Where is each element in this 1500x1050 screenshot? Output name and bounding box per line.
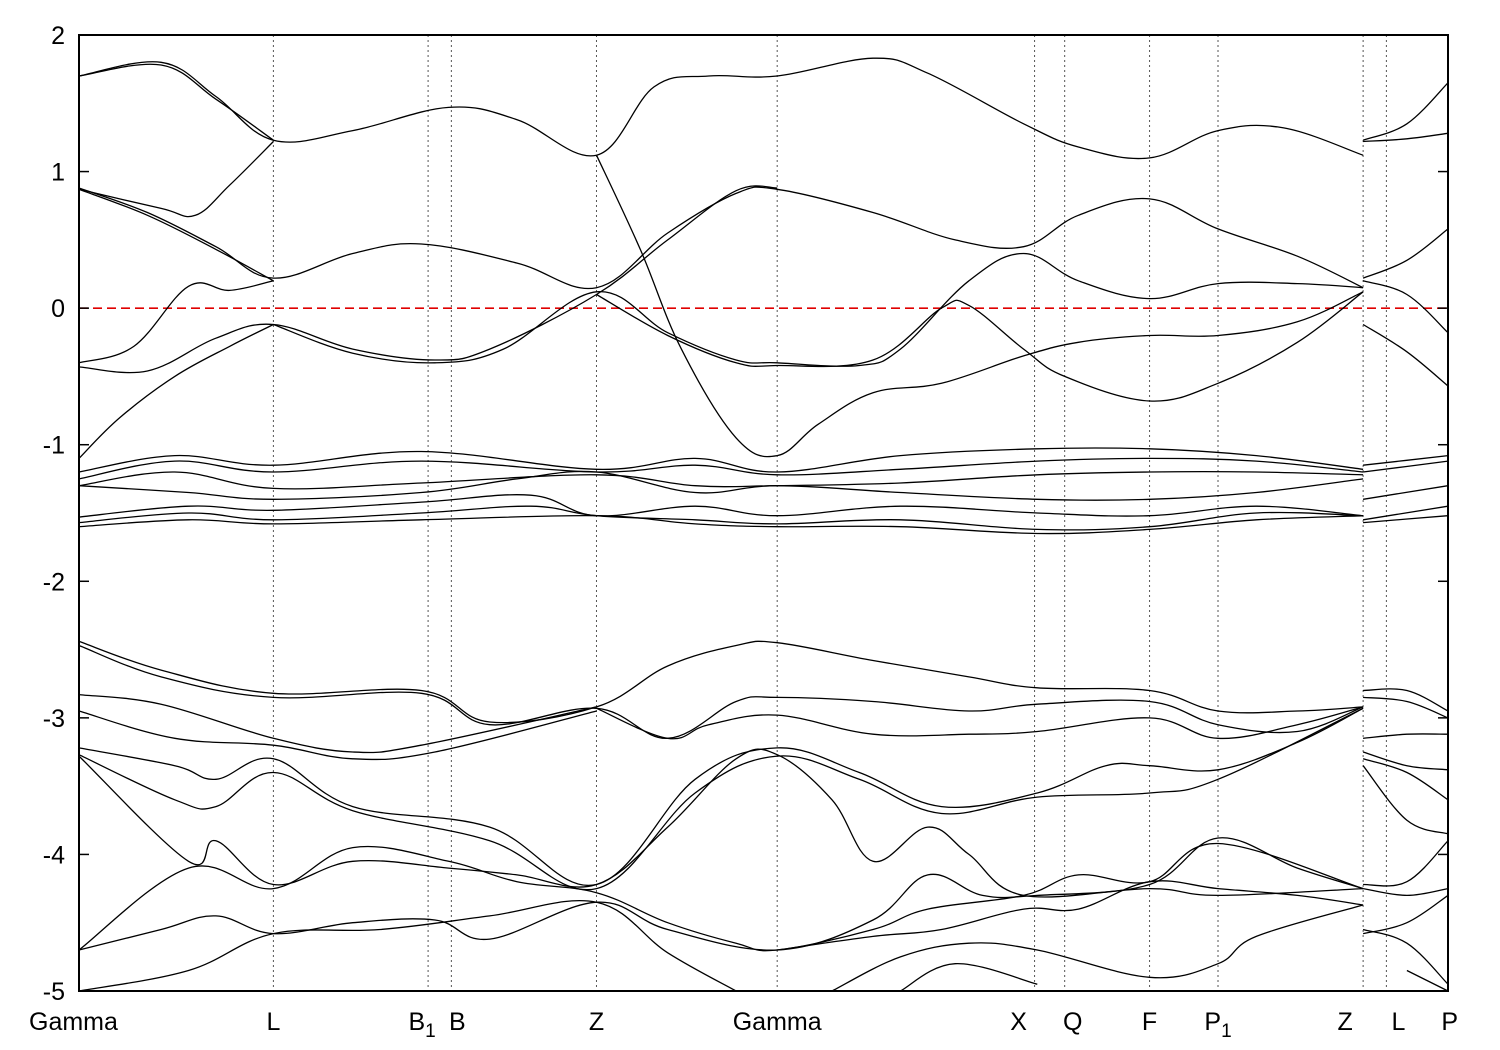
ytick-label: -4 (43, 841, 65, 869)
band-line-29 (78, 644, 1364, 739)
plot-frame (78, 34, 1449, 992)
band-line-3 (78, 186, 1364, 290)
band-line-41 (900, 963, 1038, 992)
band-line-22 (78, 514, 1364, 535)
kpoint-label-11: L (1391, 1008, 1405, 1036)
band-line-1 (78, 63, 274, 141)
band-line-12 (1362, 280, 1449, 334)
band-line-14 (1362, 82, 1449, 141)
band-line-46 (1362, 751, 1449, 771)
band-line-35 (78, 748, 1364, 898)
kpoint-label-1: L (266, 1008, 280, 1036)
band-line-45 (1362, 758, 1449, 801)
band-line-38 (777, 880, 1364, 951)
band-line-39 (78, 899, 737, 992)
band-line-52 (1406, 969, 1449, 992)
band-line-20 (78, 494, 1364, 518)
band-line-33 (78, 707, 1364, 887)
kpoint-label-0: Gamma (29, 1008, 118, 1036)
bands (78, 57, 1449, 992)
kpoint-label-6: X (1010, 1008, 1027, 1036)
band-line-43 (1363, 696, 1449, 719)
kpoint-label-3: B (449, 1008, 466, 1036)
band-line-34 (78, 707, 1364, 891)
ytick-label: -5 (43, 978, 65, 1006)
ytick-label: -2 (43, 568, 65, 596)
band-line-30 (78, 693, 597, 754)
band-line-8 (273, 252, 1364, 367)
band-line-5 (78, 280, 274, 364)
band-line-44 (1363, 733, 1449, 739)
band-line-9 (595, 154, 1364, 458)
band-line-7 (78, 323, 274, 459)
band-line-24 (1363, 460, 1449, 473)
band-line-6 (78, 185, 778, 374)
band-line-27 (1363, 515, 1449, 524)
band-line-17 (78, 457, 1364, 480)
kpoint-label-12: P (1441, 1008, 1458, 1036)
kpoint-subscript: 1 (1221, 1021, 1232, 1042)
band-line-47 (1362, 765, 1449, 835)
band-line-32 (596, 706, 1364, 740)
kpoint-label-10: Z (1337, 1008, 1352, 1036)
band-line-49 (1363, 887, 1449, 897)
ytick-label: -3 (43, 705, 65, 733)
band-line-25 (1362, 485, 1449, 500)
ytick-label: 1 (51, 159, 65, 187)
kpoint-subscript: 1 (425, 1021, 436, 1042)
band-line-10 (596, 291, 1364, 402)
band-line-26 (1362, 505, 1449, 521)
band-line-15 (1363, 132, 1449, 143)
kpoint-label-7: Q (1063, 1008, 1082, 1036)
band-line-51 (1362, 928, 1449, 985)
band-line-36 (78, 842, 1364, 952)
band-line-21 (78, 505, 1364, 531)
band-line-11 (1362, 228, 1449, 279)
band-line-40 (831, 904, 1364, 992)
ytick-label: 2 (51, 22, 65, 50)
axis-ticks (79, 34, 1448, 992)
kpoint-label-4: Z (589, 1008, 604, 1036)
band-line-19 (78, 470, 1364, 501)
kpoint-label-5: Gamma (733, 1008, 822, 1036)
band-line-2 (78, 141, 274, 218)
band-line-16 (78, 447, 1364, 473)
band-line-48 (1363, 840, 1449, 887)
band-line-4 (78, 188, 274, 282)
band-line-23 (1363, 454, 1449, 466)
band-line-28 (78, 640, 1364, 724)
band-line-18 (78, 470, 1364, 490)
ytick-label: 0 (51, 295, 65, 323)
band-line-31 (78, 710, 597, 761)
band-line-42 (1363, 688, 1449, 712)
band-line-13 (1362, 323, 1449, 387)
kpoint-label-8: F (1142, 1008, 1157, 1036)
ytick-label: -1 (43, 432, 65, 460)
